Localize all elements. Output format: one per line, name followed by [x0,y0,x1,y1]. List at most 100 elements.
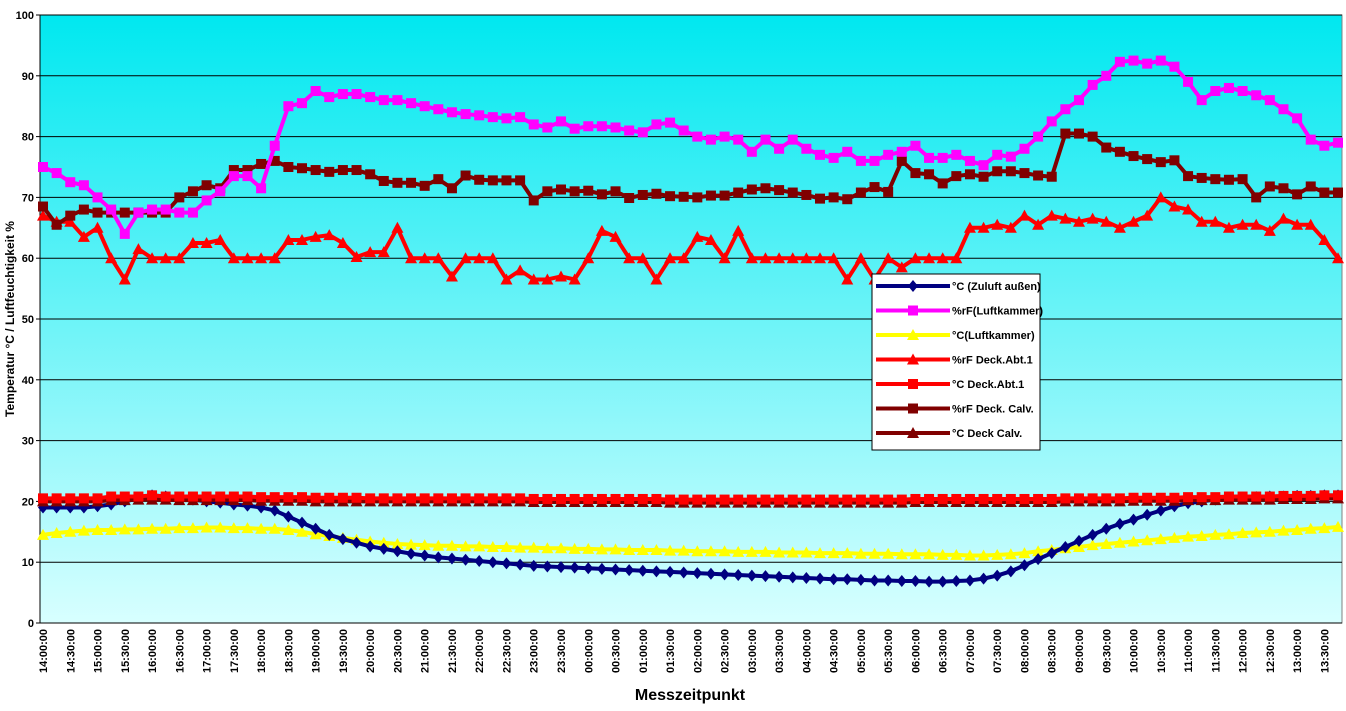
marker [841,273,854,285]
x-tick-label: 13:30:00 [1319,629,1331,673]
marker [624,125,635,136]
marker [405,252,418,264]
marker [242,165,253,176]
marker [1168,531,1181,543]
marker [1005,166,1016,177]
marker [310,492,321,503]
marker [923,548,936,560]
marker [337,492,348,503]
marker [746,146,757,157]
marker [936,548,949,560]
marker [569,123,580,134]
marker [78,204,89,215]
legend-label: %rF Deck.Abt.1 [952,355,1033,367]
marker [801,572,812,585]
x-tick-label: 21:00:00 [420,629,432,673]
x-tick-label: 03:00:00 [747,629,759,673]
marker [1333,187,1343,198]
marker [650,273,663,285]
marker [1278,183,1289,194]
marker [515,558,526,571]
marker [1019,559,1030,572]
x-tick-label: 11:30:00 [1210,629,1222,672]
marker [514,541,527,553]
marker [1236,218,1249,230]
marker [1060,128,1071,139]
marker [623,252,636,264]
marker [147,204,158,215]
x-tick-label: 07:30:00 [992,629,1004,673]
marker [637,564,648,577]
marker [241,252,254,264]
marker [869,155,880,166]
marker [733,568,744,581]
marker [991,548,1004,560]
marker [419,101,430,112]
marker [283,510,294,523]
marker [65,493,76,504]
marker [309,230,322,242]
x-tick-label: 10:00:00 [1129,629,1141,673]
marker [1210,174,1221,185]
x-tick-label: 07:00:00 [965,629,977,673]
marker [692,494,703,505]
marker [596,121,607,132]
x-tick-label: 12:30:00 [1265,629,1277,673]
marker [924,493,935,504]
x-tick-label: 22:30:00 [501,629,513,673]
marker [705,494,716,505]
marker [842,146,853,157]
marker [814,547,826,559]
marker [624,193,635,204]
marker [1169,492,1180,503]
marker [527,541,540,553]
marker [1033,553,1044,566]
x-tick-label: 08:30:00 [1047,629,1059,673]
marker [637,189,648,200]
marker [391,221,404,233]
marker [883,186,894,197]
marker [200,237,213,248]
marker [637,127,648,138]
marker [1004,221,1017,233]
marker [406,177,417,188]
marker [677,252,690,264]
marker [596,493,607,504]
marker [38,493,48,504]
marker [1101,493,1112,504]
marker [1155,504,1166,517]
marker [774,570,785,583]
marker [909,252,922,264]
y-tick-label: 90 [22,71,34,83]
x-tick-label: 16:30:00 [174,629,186,673]
marker [1005,565,1016,578]
marker [1113,221,1126,233]
marker [814,252,826,264]
marker [297,492,307,503]
marker [336,237,349,248]
marker [78,180,89,191]
marker [760,134,771,145]
marker [1223,491,1234,502]
marker [1264,491,1275,502]
marker [937,493,948,504]
marker [1183,492,1194,503]
marker [419,493,430,504]
marker [963,549,976,561]
marker [787,571,798,584]
marker [1141,534,1154,546]
marker [487,493,498,504]
marker [378,542,389,555]
marker [950,548,963,560]
marker [1209,528,1222,540]
x-tick-label: 06:30:00 [938,629,950,673]
marker [91,221,104,233]
marker [187,207,198,218]
marker [1237,491,1248,502]
marker [1004,548,1017,560]
marker [255,252,268,264]
y-tick-label: 20 [22,496,34,508]
marker [677,544,690,556]
marker [665,494,676,505]
